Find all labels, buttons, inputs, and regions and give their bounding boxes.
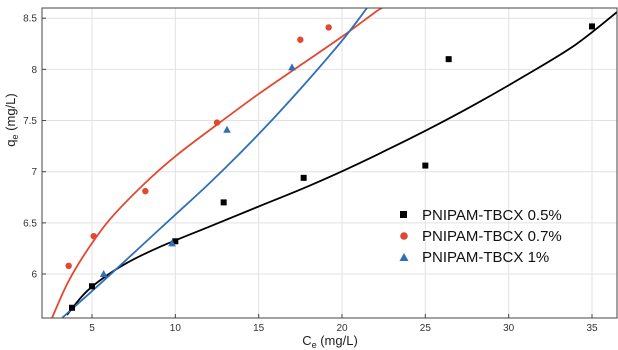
- x-tick-label: 15: [253, 323, 265, 334]
- plot-frame: [41, 7, 618, 319]
- x-tick-label: 10: [170, 323, 182, 334]
- data-point-1: [65, 262, 72, 270]
- data-point-0: [69, 304, 75, 311]
- x-tick-label: 20: [336, 323, 348, 334]
- x-tick-label: 25: [420, 323, 432, 334]
- x-axis-label-unit: (mg/L): [317, 333, 358, 348]
- y-axis-label-sub: e: [10, 134, 20, 139]
- data-point-0: [172, 238, 179, 245]
- y-tick-label: 8.5: [23, 14, 37, 25]
- x-axis-label: Ce (mg/L): [302, 333, 358, 350]
- fit-curve-2: [61, 8, 368, 318]
- data-points: [65, 23, 595, 311]
- data-point-2: [223, 125, 231, 133]
- legend-marker-1: [400, 232, 408, 240]
- y-tick-labels: 6 6.5 7 7.5 8 8.5: [23, 14, 37, 281]
- legend-marker-2: [399, 253, 409, 261]
- data-point-1: [142, 187, 149, 195]
- x-tick-label: 30: [503, 323, 515, 334]
- y-tick-label: 6.5: [23, 218, 37, 229]
- data-point-2: [99, 270, 108, 278]
- x-axis-label-sub: e: [312, 340, 317, 350]
- legend-label-2: PNIPAM-TBCX 1%: [422, 249, 549, 266]
- fit-curve-1: [51, 8, 383, 318]
- legend-marker-0: [400, 211, 407, 218]
- data-point-0: [300, 174, 307, 181]
- data-point-2: [288, 63, 296, 71]
- x-axis-label-main: C: [302, 333, 311, 348]
- y-axis-label: qe (mg/L): [3, 93, 20, 146]
- data-point-0: [89, 283, 95, 290]
- data-point-2: [168, 239, 176, 247]
- y-tick-label: 6: [31, 270, 37, 281]
- data-point-0: [220, 199, 227, 206]
- y-axis-label-main: q: [3, 139, 18, 146]
- plot-background: [42, 8, 617, 318]
- fit-curves: [51, 8, 617, 318]
- x-tick-label: 35: [586, 323, 598, 334]
- grid: [42, 8, 617, 318]
- data-point-1: [90, 232, 97, 240]
- data-point-1: [213, 119, 221, 126]
- y-tick-label: 7.5: [23, 116, 37, 127]
- y-tick-label: 8: [31, 65, 37, 76]
- legend-label-1: PNIPAM-TBCX 0.7%: [422, 228, 562, 245]
- data-point-0: [589, 23, 595, 30]
- data-point-0: [445, 56, 452, 63]
- x-tick-label: 5: [89, 323, 95, 334]
- legend: PNIPAM-TBCX 0.5% PNIPAM-TBCX 0.7% PNIPAM…: [399, 207, 562, 266]
- y-tick-label: 7: [31, 167, 37, 178]
- fit-curve-0: [66, 11, 617, 316]
- data-point-1: [325, 24, 332, 31]
- data-point-1: [297, 36, 304, 43]
- legend-label-0: PNIPAM-TBCX 0.5%: [422, 207, 562, 224]
- y-axis-label-unit: (mg/L): [3, 93, 18, 134]
- data-point-0: [422, 162, 429, 169]
- x-tick-labels: 5 10 15 20 25 30 35: [89, 323, 598, 334]
